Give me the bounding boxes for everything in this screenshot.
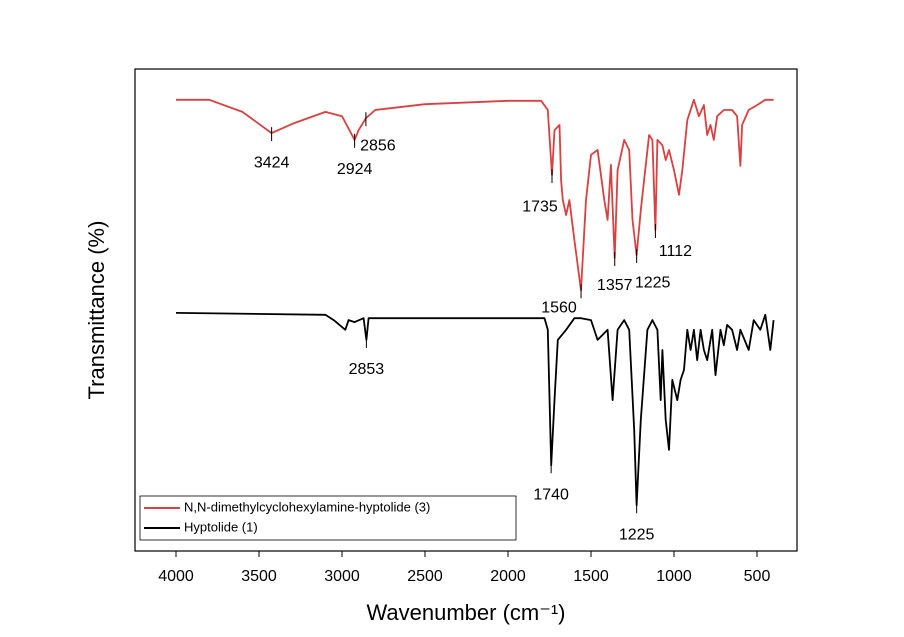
legend-box	[139, 495, 517, 541]
x-tick-label: 1500	[573, 568, 609, 585]
x-tick-label: 2000	[490, 568, 526, 585]
legend-label: Hyptolide (1)	[184, 519, 258, 534]
x-tick-label: 3500	[241, 568, 277, 585]
annotation: 1735	[522, 198, 558, 215]
plot-frame	[134, 68, 798, 552]
x-tick-label: 3000	[324, 568, 360, 585]
annotation: 2853	[349, 361, 385, 378]
annotation: 1357	[597, 277, 633, 294]
x-tick-label: 2500	[407, 568, 443, 585]
x-tick-label: 1000	[656, 568, 692, 585]
legend-label: N,N-dimethylcyclohexylamine-hyptolide (3…	[184, 499, 430, 514]
spectrum-line	[176, 98, 774, 292]
x-axis-title: Wavenumber (cm⁻¹)	[366, 600, 565, 625]
annotation: 1112	[659, 243, 692, 260]
x-tick-label: 4000	[158, 568, 194, 585]
annotation: 3424	[254, 154, 290, 171]
annotation: 2856	[360, 137, 396, 154]
spectrum-line	[175, 312, 775, 507]
x-tick-label: 500	[744, 568, 771, 585]
y-axis-title: Transmittance (%)	[84, 221, 109, 400]
annotation: 2924	[337, 161, 373, 178]
annotation: 1225	[635, 274, 671, 291]
annotation: 1225	[619, 526, 655, 543]
annotation: 1740	[533, 486, 569, 503]
annotation: 1560	[541, 299, 577, 316]
